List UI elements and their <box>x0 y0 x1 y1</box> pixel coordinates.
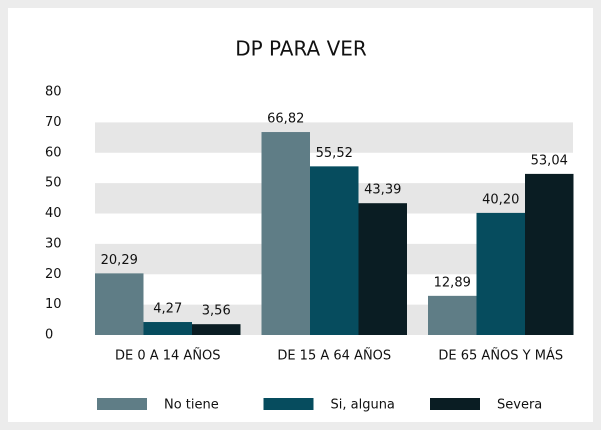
bar <box>192 324 241 335</box>
bar <box>95 273 144 335</box>
data-label: 43,39 <box>364 183 401 198</box>
y-tick-label: 80 <box>45 85 62 100</box>
legend-label: No tiene <box>164 398 219 413</box>
data-label: 20,29 <box>101 253 138 268</box>
grid-band <box>95 122 573 153</box>
bar <box>358 203 407 335</box>
bar <box>525 173 574 335</box>
data-label: 66,82 <box>267 112 304 127</box>
y-tick-label: 70 <box>45 115 62 130</box>
y-tick-label: 30 <box>45 236 62 251</box>
legend-label: Si, alguna <box>331 398 395 413</box>
bar <box>261 132 310 335</box>
y-tick-label: 0 <box>45 328 53 343</box>
data-label: 4,27 <box>153 302 182 317</box>
x-tick-label: DE 65 AÑOS Y MÁS <box>438 348 563 364</box>
legend-swatch <box>263 398 314 410</box>
bar <box>476 212 525 335</box>
y-tick-label: 10 <box>45 297 62 312</box>
x-tick-label: DE 15 A 64 AÑOS <box>277 348 391 364</box>
y-tick-label: 40 <box>45 206 62 221</box>
bar <box>143 322 192 335</box>
y-tick-label: 20 <box>45 267 62 282</box>
chart-title: DP PARA VER <box>235 37 367 61</box>
data-label: 12,89 <box>434 275 471 290</box>
legend-swatch <box>430 398 480 410</box>
y-tick-label: 60 <box>45 145 62 160</box>
data-label: 40,20 <box>482 192 519 207</box>
legend-swatch <box>97 398 147 410</box>
bar <box>310 166 359 335</box>
bar <box>428 295 477 335</box>
legend-label: Severa <box>497 398 542 413</box>
data-label: 3,56 <box>202 304 231 319</box>
data-label: 53,04 <box>531 153 568 168</box>
data-label: 55,52 <box>316 146 353 161</box>
x-tick-label: DE 0 A 14 AÑOS <box>115 348 221 364</box>
y-tick-label: 50 <box>45 176 62 191</box>
